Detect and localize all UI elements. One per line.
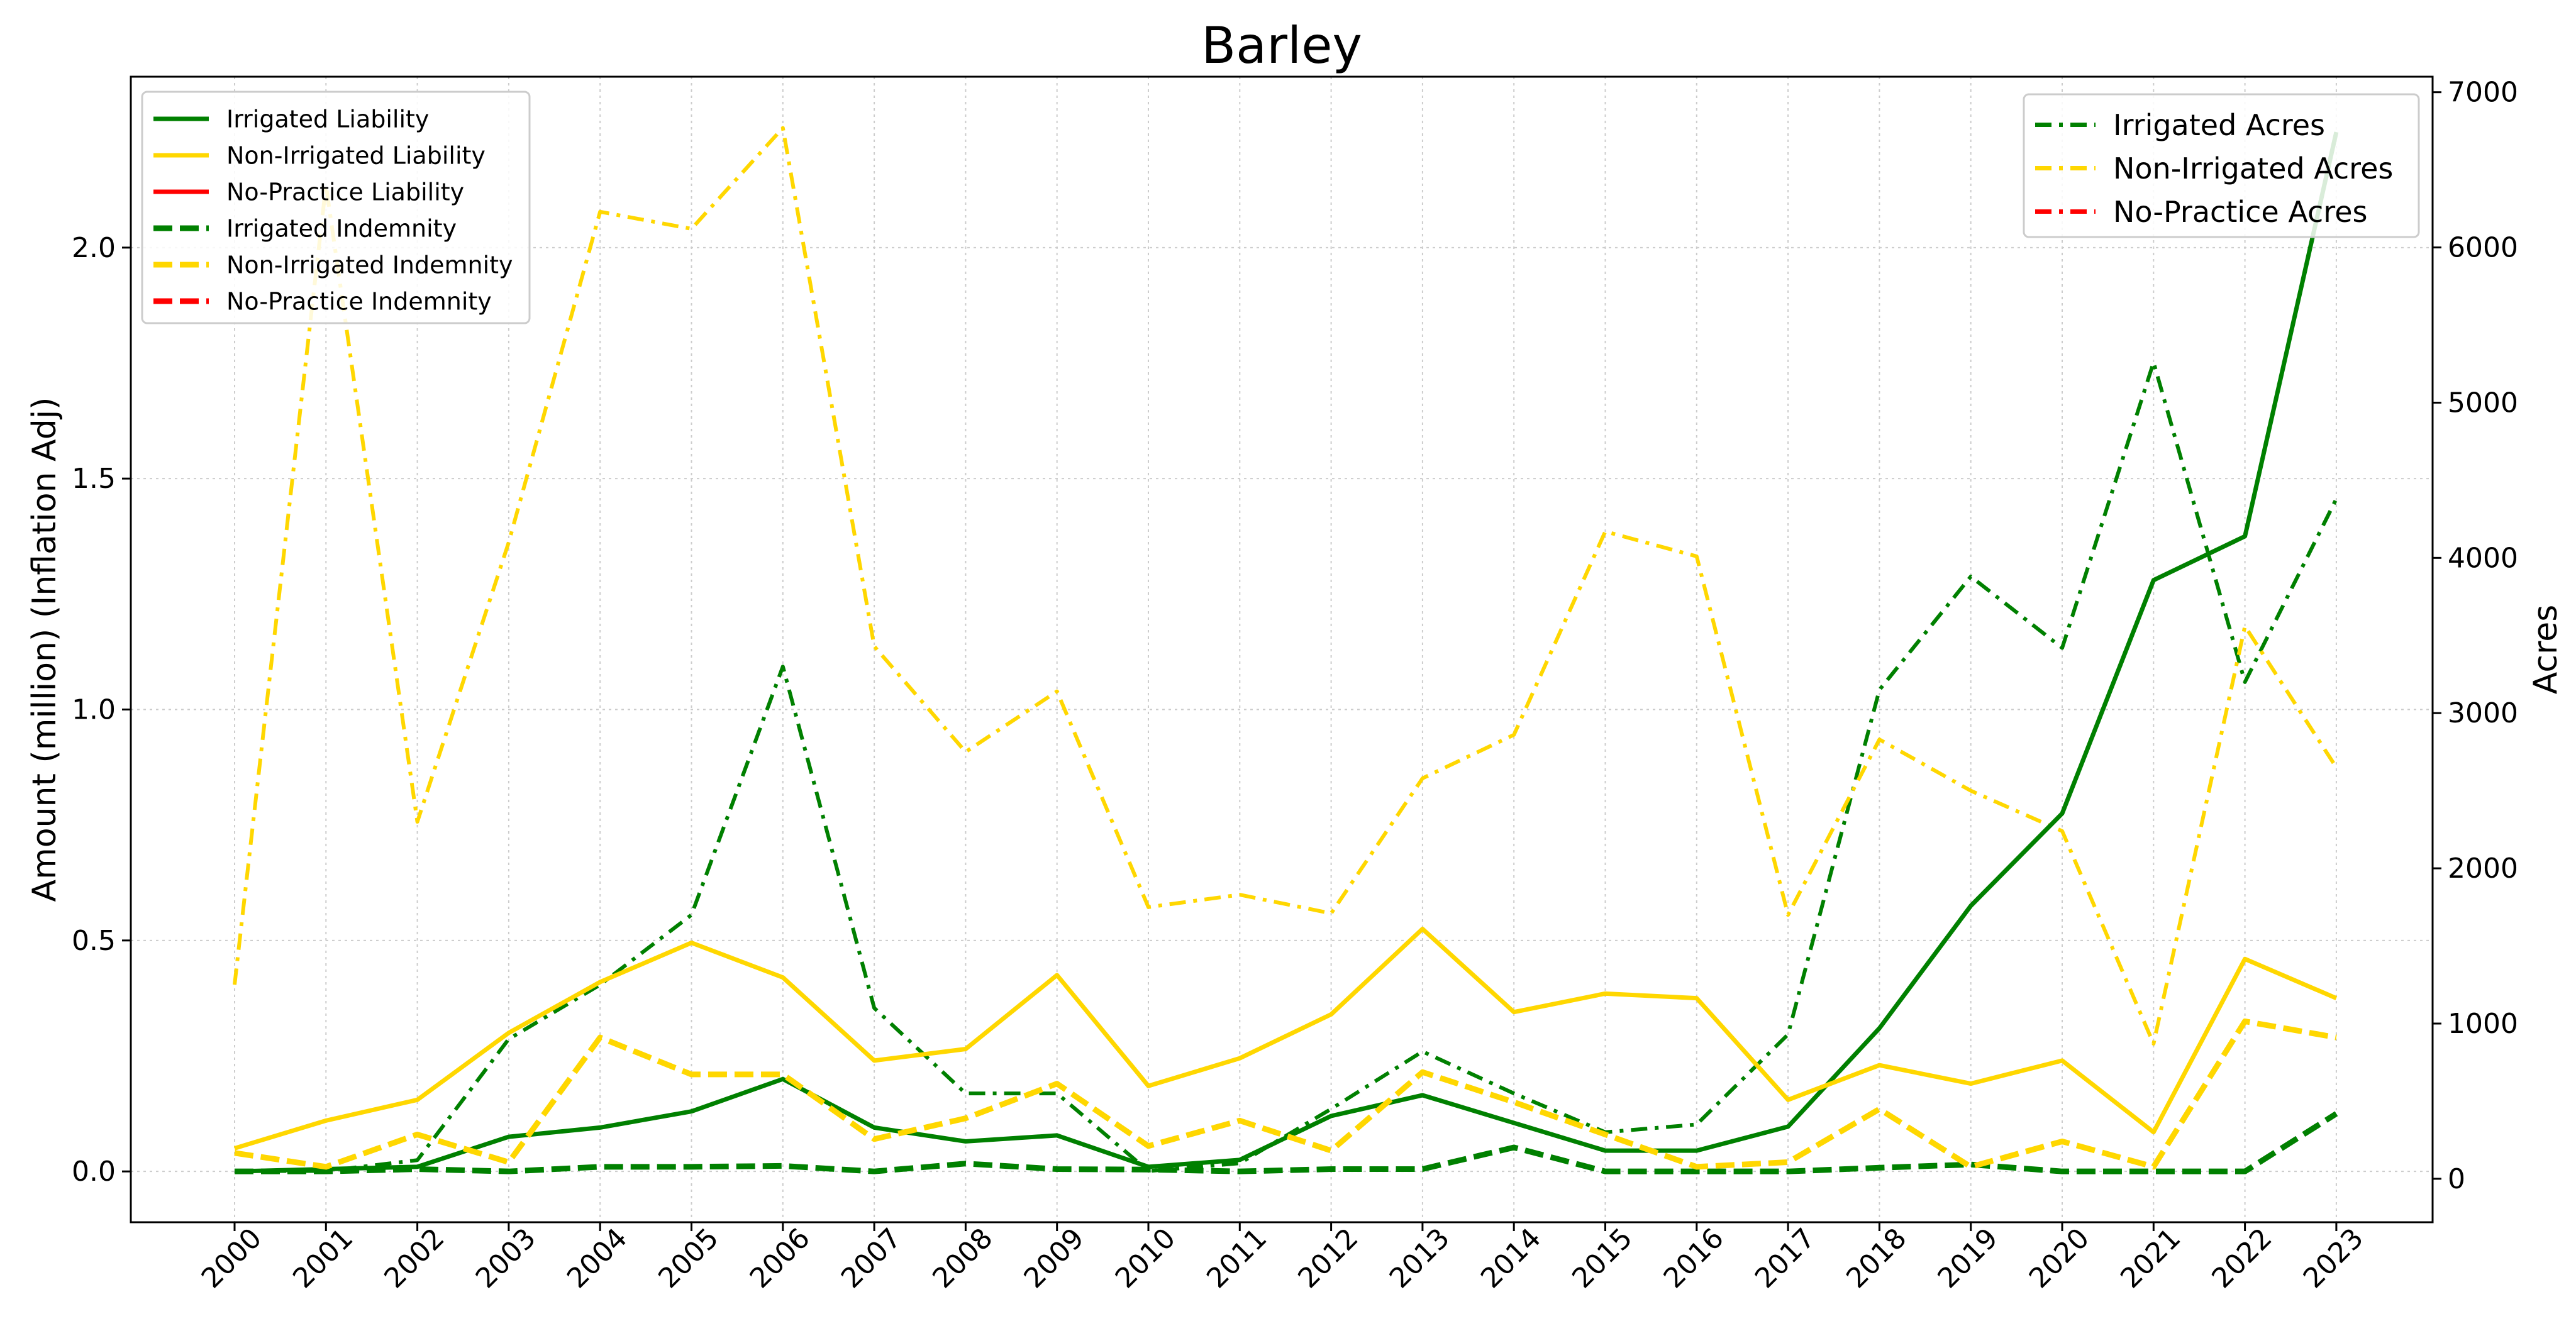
plot-frame [130, 75, 2434, 1223]
y-axis-label-left: Amount (million) (Inflation Adj) [26, 397, 64, 902]
legend-left: Irrigated Liability Non-Irrigated Liabili… [141, 91, 531, 324]
series-line-irrigated-liability [234, 131, 2339, 1174]
y-tick-label-left: 0.5 [72, 925, 116, 957]
legend-box [2023, 93, 2420, 238]
series-line-irrigated-indemnity [235, 1111, 2338, 1174]
series-line-non-irrigated-liability [233, 926, 2338, 1151]
y-tick-label-left: 1.5 [72, 463, 116, 495]
legend-label: No-Practice Indemnity [226, 288, 492, 316]
y-tick-label-right: 0 [2448, 1163, 2465, 1195]
y-tick-label-right: 7000 [2448, 77, 2518, 109]
series-layer [233, 126, 2339, 1174]
y-tick-label-right: 2000 [2448, 853, 2518, 885]
series-line-non-irrigated-indemnity [234, 1018, 2337, 1170]
series-line-non-irrigated-acres [233, 126, 2338, 1046]
legend-box [141, 91, 531, 324]
y-tick-label-left: 2.0 [72, 232, 116, 264]
y-tick-label-right: 3000 [2448, 697, 2518, 729]
legend-label: No-Practice Liability [226, 179, 464, 206]
y-tick-label-left: 0.0 [72, 1156, 116, 1188]
legend-label: Irrigated Acres [2113, 108, 2325, 142]
chart-title: Barley [1201, 16, 1362, 75]
legend-label: Irrigated Indemnity [226, 215, 457, 243]
y-tick-label-right: 6000 [2448, 232, 2518, 264]
legend-label: Non-Irrigated Acres [2113, 152, 2393, 185]
legend-label: Non-Irrigated Liability [226, 142, 486, 170]
legend-label: Non-Irrigated Indemnity [226, 251, 513, 279]
y-axis-label-right: Acres [2527, 605, 2565, 695]
legend-right: Irrigated Acres Non-Irrigated Acres No-Pra… [2023, 93, 2420, 238]
legend-label: No-Practice Acres [2113, 195, 2367, 229]
y-tick-label-right: 1000 [2448, 1008, 2518, 1040]
legend-label: Irrigated Liability [226, 106, 429, 133]
y-tick-label-left: 1.0 [72, 694, 116, 726]
y-tick-label-right: 5000 [2448, 387, 2518, 419]
y-tick-label-right: 4000 [2448, 542, 2518, 574]
